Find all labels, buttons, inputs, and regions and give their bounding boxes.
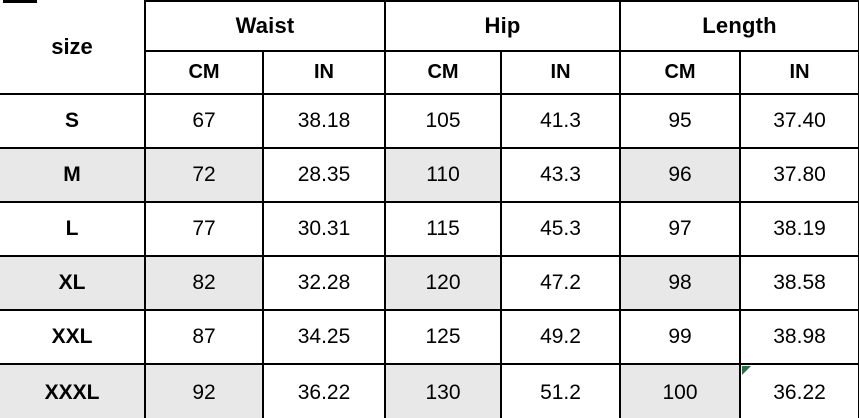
unit-header-waist-in: IN <box>261 50 387 95</box>
size-row-label: XL <box>0 255 146 311</box>
cell-waist-cm: 67 <box>144 93 264 149</box>
cell-hip-in: 47.2 <box>500 255 622 311</box>
cell-hip-cm: 115 <box>384 201 503 257</box>
table-row-xl: XL 82 32.28 120 47.2 98 38.58 <box>0 255 859 311</box>
cell-waist-cm: 82 <box>144 255 264 311</box>
cell-waist-cm: 77 <box>144 201 264 257</box>
cell-length-in: 36.22 <box>739 363 859 418</box>
corner-header-size: size <box>0 1 146 95</box>
size-row-label: XXL <box>0 309 146 365</box>
header-group-row: size Waist Hip Length <box>0 0 859 95</box>
table-row-s: S 67 38.18 105 41.3 95 37.40 <box>0 93 859 149</box>
cell-hip-in: 49.2 <box>500 309 622 365</box>
unit-header-length-in: IN <box>739 50 859 95</box>
cell-length-in: 38.19 <box>739 201 859 257</box>
cell-hip-in: 43.3 <box>500 147 622 203</box>
cell-waist-in: 34.25 <box>261 309 387 365</box>
cell-hip-in: 41.3 <box>500 93 622 149</box>
size-row-label: S <box>0 93 146 149</box>
size-row-label: L <box>0 201 146 257</box>
cell-length-cm: 100 <box>619 363 742 418</box>
size-row-label: XXXL <box>0 363 146 418</box>
column-group-waist: Waist <box>143 0 387 52</box>
cell-hip-in: 45.3 <box>500 201 622 257</box>
cropped-border-fragment <box>3 0 37 3</box>
cell-hip-in: 51.2 <box>500 363 622 418</box>
cell-length-cm: 97 <box>619 201 742 257</box>
column-group-hip: Hip <box>384 0 622 52</box>
column-group-length: Length <box>619 0 859 52</box>
cell-hip-cm: 105 <box>384 93 503 149</box>
unit-header-length-cm: CM <box>619 50 742 95</box>
cell-hip-cm: 130 <box>384 363 503 418</box>
cell-length-in: 38.58 <box>739 255 859 311</box>
cell-waist-cm: 72 <box>144 147 264 203</box>
cell-waist-in: 36.22 <box>261 363 387 418</box>
cell-length-cm: 98 <box>619 255 742 311</box>
cell-value: 36.22 <box>773 380 826 404</box>
cell-length-in: 38.98 <box>739 309 859 365</box>
cell-length-cm: 95 <box>619 93 742 149</box>
table-row-xxxl: XXXL 92 36.22 130 51.2 100 36.22 <box>0 363 859 418</box>
cell-waist-cm: 92 <box>144 363 264 418</box>
unit-header-hip-cm: CM <box>384 50 503 95</box>
unit-header-hip-in: IN <box>500 50 622 95</box>
cell-hip-cm: 120 <box>384 255 503 311</box>
table-row-l: L 77 30.31 115 45.3 97 38.19 <box>0 201 859 257</box>
cell-waist-in: 32.28 <box>261 255 387 311</box>
cell-length-in: 37.80 <box>739 147 859 203</box>
green-triangle-error-marker-icon <box>742 366 752 375</box>
cell-hip-cm: 110 <box>384 147 503 203</box>
table-row-xxl: XXL 87 34.25 125 49.2 99 38.98 <box>0 309 859 365</box>
cell-waist-in: 28.35 <box>261 147 387 203</box>
cell-waist-in: 38.18 <box>261 93 387 149</box>
cell-waist-cm: 87 <box>144 309 264 365</box>
cell-length-cm: 99 <box>619 309 742 365</box>
cell-length-in: 37.40 <box>739 93 859 149</box>
cell-waist-in: 30.31 <box>261 201 387 257</box>
header-unit-row: CM IN CM IN CM IN <box>0 50 859 95</box>
table-row-m: M 72 28.35 110 43.3 96 37.80 <box>0 147 859 203</box>
unit-header-waist-cm: CM <box>144 50 264 95</box>
size-row-label: M <box>0 147 146 203</box>
cell-hip-cm: 125 <box>384 309 503 365</box>
cell-length-cm: 96 <box>619 147 742 203</box>
